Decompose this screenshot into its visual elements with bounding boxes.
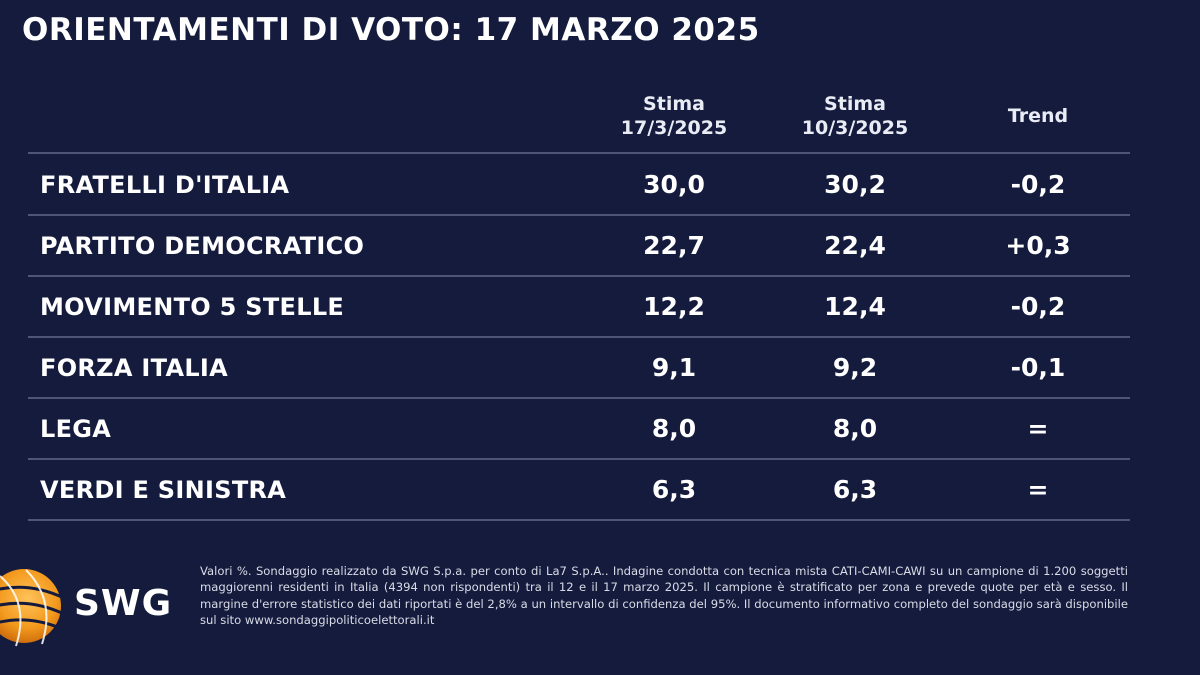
- party-name: LEGA: [40, 415, 112, 443]
- trend-value: =: [1027, 414, 1049, 443]
- column-header-previous-label: Stima: [824, 93, 886, 115]
- party-name: FRATELLI D'ITALIA: [40, 171, 290, 199]
- table-divider: [28, 519, 1130, 521]
- estimate-current: 8,0: [651, 414, 697, 443]
- table-divider: [28, 397, 1130, 399]
- table-row: FORZA ITALIA 9,1 9,2 -0,1: [28, 338, 1130, 398]
- estimate-current: 22,7: [643, 231, 705, 260]
- table-divider: [28, 152, 1130, 154]
- table-row: PARTITO DEMOCRATICO 22,7 22,4 +0,3: [28, 216, 1130, 276]
- table-divider: [28, 214, 1130, 216]
- column-header-trend: Trend: [1007, 105, 1069, 127]
- methodology-note: Valori %. Sondaggio realizzato da SWG S.…: [200, 564, 1128, 628]
- table-row: VERDI E SINISTRA 6,3 6,3 =: [28, 460, 1130, 520]
- column-header-current-label: Stima: [643, 93, 705, 115]
- table-row: MOVIMENTO 5 STELLE 12,2 12,4 -0,2: [28, 277, 1130, 337]
- party-name: MOVIMENTO 5 STELLE: [40, 293, 345, 321]
- page-title: ORIENTAMENTI DI VOTO: 17 MARZO 2025: [22, 12, 760, 48]
- estimate-current: 9,1: [651, 353, 697, 382]
- swg-logo-text: SWG: [74, 583, 173, 624]
- column-header-previous: Stima 10/3/2025: [765, 92, 945, 140]
- party-name: PARTITO DEMOCRATICO: [40, 232, 365, 260]
- estimate-previous: 12,4: [824, 292, 886, 321]
- trend-value: -0,2: [1010, 292, 1066, 321]
- estimate-current: 12,2: [643, 292, 705, 321]
- table-divider: [28, 275, 1130, 277]
- swg-globe-logo-icon: [0, 569, 65, 647]
- estimate-previous: 30,2: [824, 170, 886, 199]
- table-divider: [28, 336, 1130, 338]
- table-row: FRATELLI D'ITALIA 30,0 30,2 -0,2: [28, 155, 1130, 215]
- trend-value: -0,1: [1010, 353, 1066, 382]
- column-header-current-date: 17/3/2025: [620, 117, 728, 139]
- trend-value: -0,2: [1010, 170, 1066, 199]
- estimate-current: 30,0: [643, 170, 705, 199]
- trend-value: =: [1027, 475, 1049, 504]
- table-divider: [28, 458, 1130, 460]
- trend-value: +0,3: [1005, 231, 1071, 260]
- column-header-current: Stima 17/3/2025: [584, 92, 764, 140]
- estimate-previous: 9,2: [832, 353, 878, 382]
- party-name: VERDI E SINISTRA: [40, 476, 287, 504]
- estimate-previous: 6,3: [832, 475, 878, 504]
- table-row: LEGA 8,0 8,0 =: [28, 399, 1130, 459]
- estimate-current: 6,3: [651, 475, 697, 504]
- column-header-previous-date: 10/3/2025: [801, 117, 909, 139]
- estimate-previous: 22,4: [824, 231, 886, 260]
- estimate-previous: 8,0: [832, 414, 878, 443]
- party-name: FORZA ITALIA: [40, 354, 229, 382]
